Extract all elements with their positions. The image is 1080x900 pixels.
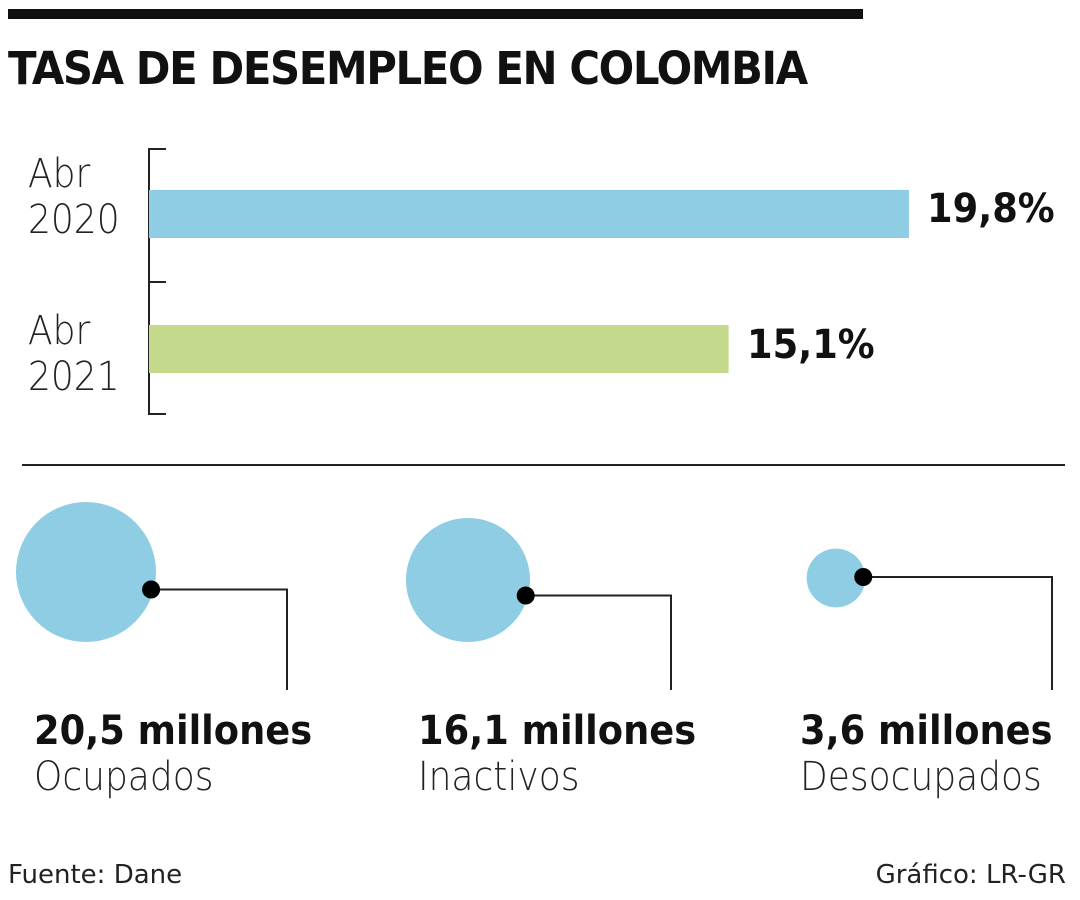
- data-label: 19,8%: [927, 186, 1055, 232]
- bubble-category-label: Inactivos: [418, 754, 580, 800]
- category-label-line: Abr: [28, 308, 91, 354]
- bubble-value-label: 20,5 millones: [34, 708, 313, 754]
- category-label-line: 2020: [28, 197, 120, 243]
- leader-dot: [854, 568, 873, 586]
- leader-line: [151, 588, 288, 690]
- bubble-category-label: Desocupados: [800, 754, 1042, 800]
- bubble-inactivos: [405, 517, 531, 643]
- category-label-line: 2021: [28, 354, 120, 400]
- bubble-category-label: Ocupados: [34, 754, 214, 800]
- y-axis: [148, 148, 166, 415]
- bubble-desocupados: [806, 548, 866, 608]
- bubble-value-label: 16,1 millones: [418, 708, 697, 754]
- leader-line: [525, 594, 672, 690]
- divider: [22, 464, 1065, 466]
- source-note: Fuente: Dane: [8, 860, 183, 890]
- chart-title: TASA DE DESEMPLEO EN COLOMBIA: [8, 42, 808, 95]
- category-label: Abr 2021: [28, 308, 120, 400]
- category-label-line: Abr: [28, 151, 91, 197]
- category-label: Abr 2020: [28, 151, 120, 243]
- bar-abr-2020: [149, 190, 909, 238]
- bar-abr-2021: [149, 325, 729, 373]
- bubble-ocupados: [16, 502, 156, 642]
- leader-dot: [142, 580, 161, 599]
- leader-line: [863, 576, 1053, 690]
- credit-note: Gráfico: LR-GR: [875, 860, 1066, 890]
- leader-dot: [516, 586, 535, 605]
- top-rule: [8, 9, 863, 19]
- bubble-value-label: 3,6 millones: [800, 708, 1053, 754]
- data-label: 15,1%: [746, 322, 875, 368]
